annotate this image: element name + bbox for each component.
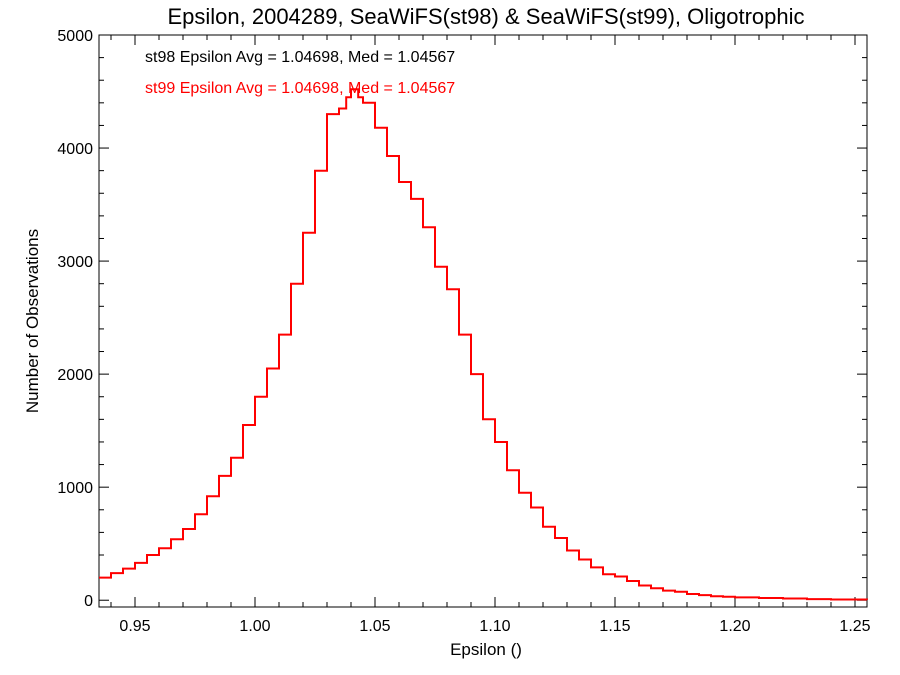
plot-frame (98, 34, 868, 608)
st99-annotation: st99 Epsilon Avg = 1.04698, Med = 1.0456… (145, 80, 455, 97)
x-axis: 0.95 1.00 1.05 1.10 1.15 1.20 1.25 (110, 35, 871, 635)
x-tick-label: 1.25 (839, 618, 870, 635)
x-axis-label: Epsilon () (450, 640, 522, 659)
y-tick-label: 3000 (57, 254, 93, 271)
y-tick-label: 0 (84, 593, 93, 610)
y-tick-label: 1000 (57, 480, 93, 497)
x-tick-label: 1.00 (239, 618, 270, 635)
chart-title: Epsilon, 2004289, SeaWiFS(st98) & SeaWiF… (167, 4, 804, 29)
y-tick-label: 2000 (57, 367, 93, 384)
x-tick-label: 1.10 (479, 618, 510, 635)
y-tick-label: 5000 (57, 28, 93, 45)
histogram-series-line (99, 88, 868, 601)
x-tick-label: 1.15 (599, 618, 630, 635)
y-axis: 0 1000 2000 3000 4000 5000 (57, 28, 867, 610)
y-tick-label: 4000 (57, 141, 93, 158)
st98-annotation: st98 Epsilon Avg = 1.04698, Med = 1.0456… (145, 49, 455, 66)
x-tick-label: 0.95 (119, 618, 150, 635)
series-layer (99, 88, 868, 601)
x-tick-label: 1.05 (359, 618, 390, 635)
x-tick-label: 1.20 (719, 618, 750, 635)
y-axis-label: Number of Observations (23, 229, 42, 413)
